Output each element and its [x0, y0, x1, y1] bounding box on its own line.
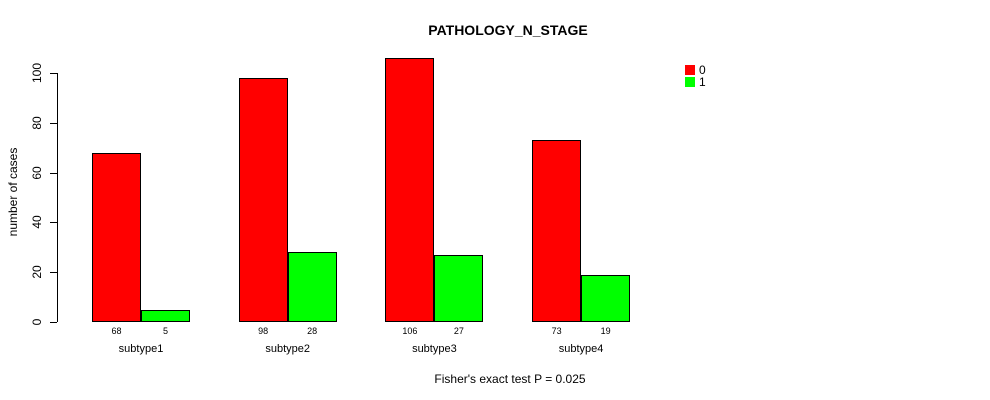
x-tick-label-subtype4: subtype4	[558, 343, 604, 355]
y-tick	[50, 122, 57, 124]
bar-value-label-subtype1-0: 68	[111, 326, 122, 336]
bar-value-label-subtype2-1: 28	[307, 326, 318, 336]
x-tick-label-subtype3: subtype3	[412, 343, 457, 355]
y-tick	[50, 222, 57, 224]
legend-item-0: 0	[685, 63, 706, 77]
bar-subtype2-1	[287, 252, 337, 322]
y-tick-label: 20	[30, 265, 44, 279]
bar-value-label-subtype1-1: 5	[162, 326, 169, 336]
y-tick	[50, 73, 57, 74]
y-tick-label: 100	[30, 62, 44, 84]
bar-value-label-subtype4-1: 19	[600, 326, 611, 336]
bar-subtype4-1	[581, 274, 631, 322]
y-tick-label: 0	[30, 318, 44, 326]
bar-subtype2-0	[238, 77, 288, 322]
bar-value-label-subtype2-0: 98	[258, 326, 269, 336]
legend-item-1: 1	[685, 75, 706, 89]
y-tick-label: 80	[30, 116, 44, 130]
y-tick	[50, 272, 57, 274]
y-axis-line	[57, 73, 58, 322]
bar-subtype1-0	[92, 152, 141, 322]
bar-subtype4-0	[532, 140, 582, 322]
legend-label-0: 0	[699, 63, 706, 77]
bar-value-label-subtype4-0: 73	[551, 326, 562, 336]
legend-swatch-0	[685, 65, 695, 75]
y-tick-label: 40	[30, 215, 44, 230]
y-tick	[50, 172, 57, 174]
legend-label-1: 1	[699, 75, 706, 89]
stat-test-annotation: Fisher's exact test P = 0.025	[434, 372, 586, 386]
chart-title: PATHOLOGY_N_STAGE	[428, 22, 588, 38]
bar-value-label-subtype3-0: 106	[402, 326, 418, 336]
x-tick-label-subtype1: subtype1	[118, 343, 164, 355]
legend-swatch-1	[685, 77, 695, 87]
bar-subtype3-0	[385, 58, 435, 322]
bar-subtype3-1	[434, 254, 484, 322]
y-axis-title: number of cases	[6, 147, 20, 237]
x-tick-label-subtype2: subtype2	[265, 343, 311, 355]
y-tick	[50, 322, 57, 323]
y-tick-label: 60	[30, 165, 44, 180]
bar-subtype1-1	[141, 309, 190, 322]
bar-value-label-subtype3-1: 27	[453, 326, 464, 336]
